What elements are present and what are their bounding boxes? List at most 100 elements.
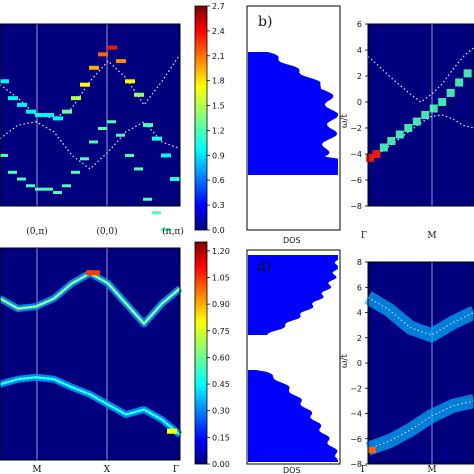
colorbar-top-tick-label: 1.5 bbox=[212, 102, 225, 111]
colorbar-bottom-gradient bbox=[194, 241, 208, 465]
colorbar-top-gradient bbox=[194, 5, 208, 231]
panel-b: b) DOS bbox=[246, 5, 341, 245]
panel-a-xtick-label: (0,0) bbox=[96, 226, 117, 237]
panel-f-ytick-label: 4 bbox=[357, 309, 362, 318]
panel-d-xtick-label: M bbox=[32, 465, 41, 474]
panel-a-peak bbox=[98, 52, 108, 57]
panel-f-yticks: −8 −6 −4 −2 0 2 4 6 8 bbox=[350, 258, 368, 469]
panel-c-xtick-label: M bbox=[427, 231, 436, 241]
panel-f-ytick-label: −2 bbox=[350, 384, 362, 393]
panel-c-xtick-label: Γ bbox=[361, 231, 367, 241]
panel-c-ytick-label: −6 bbox=[350, 176, 362, 185]
panel-a-peak-lower bbox=[98, 126, 107, 130]
panel-c-ytick-label: 6 bbox=[357, 20, 362, 29]
panel-d-hotspot-right bbox=[167, 428, 177, 434]
panel-c-peak bbox=[404, 124, 413, 132]
panel-b-dos-area bbox=[248, 52, 338, 175]
colorbar-top-tick-label: 1.2 bbox=[212, 126, 225, 135]
panel-a-peak bbox=[107, 45, 117, 50]
panel-c-ytick-label: −8 bbox=[350, 202, 362, 211]
panel-c-ylabel: ω/t bbox=[340, 114, 350, 128]
panel-c-peak bbox=[412, 117, 421, 126]
panel-a-peak bbox=[152, 136, 162, 141]
colorbar-bottom-tick-label: 1.05 bbox=[212, 274, 230, 283]
panel-c-ytick-label: 0 bbox=[357, 98, 362, 107]
panel-c-peak bbox=[366, 153, 375, 162]
colorbar-bottom-tick-label: 0.15 bbox=[212, 433, 230, 442]
panel-a-peak-lower bbox=[35, 187, 44, 191]
panel-a-peak-lower bbox=[89, 140, 98, 144]
colorbar-top-tick-label: 2.4 bbox=[212, 27, 225, 36]
panel-a-peak-lower bbox=[8, 170, 17, 174]
panel-d-xtick-label: Γ bbox=[173, 465, 179, 474]
panel-a-xtick-label: (0,π) bbox=[26, 226, 48, 237]
panel-e: d) DOS bbox=[246, 249, 341, 474]
panel-f-xtick-label: Γ bbox=[361, 465, 367, 474]
panel-c-peak bbox=[455, 78, 464, 87]
panel-d-background bbox=[0, 248, 180, 460]
colorbar-top-tick-label: 0.6 bbox=[212, 176, 225, 185]
panel-c-spectral-peaks bbox=[366, 69, 472, 162]
panel-d-frame bbox=[0, 247, 181, 461]
panel-a-peak bbox=[0, 79, 9, 84]
panel-a-peak bbox=[89, 65, 99, 70]
panel-a-peak bbox=[134, 92, 144, 97]
panel-f-ytick-label: −6 bbox=[350, 435, 362, 444]
panel-a-peak bbox=[53, 116, 63, 121]
panel-f-xtick-label: M bbox=[427, 465, 436, 474]
colorbar-top-tick-label: 0.0 bbox=[212, 226, 225, 235]
panel-a-peak bbox=[62, 109, 72, 114]
panel-d-upper-band-dots bbox=[0, 272, 181, 325]
panel-c-peak bbox=[395, 130, 404, 139]
panel-a-peak-lower bbox=[107, 120, 116, 124]
panel-a-peak-lower bbox=[0, 153, 8, 157]
panel-a-peak bbox=[143, 123, 153, 128]
panel-a-peak-lower bbox=[80, 157, 89, 161]
panel-f-hotspot bbox=[368, 447, 376, 454]
panel-c-ytick-label: 2 bbox=[357, 72, 362, 81]
panel-a-peak bbox=[80, 82, 90, 87]
colorbar-bottom-tick-label: 1.20 bbox=[212, 247, 230, 256]
panel-a-peak bbox=[161, 153, 171, 158]
colorbar-bottom-tick-label: 0.90 bbox=[212, 300, 230, 309]
panel-f-ytick-label: −4 bbox=[350, 410, 362, 419]
panel-c-dotted-upper bbox=[367, 46, 474, 103]
colorbar-top: 0.0 0.3 0.6 0.9 1.2 1.5 1.8 2.1 2.4 2.7 bbox=[194, 2, 225, 235]
panel-c-yticks: −8 −6 −4 −2 0 2 4 6 bbox=[350, 20, 368, 211]
colorbar-top-tick-label: 0.3 bbox=[212, 201, 225, 210]
colorbar-top-tick-label: 2.1 bbox=[212, 52, 225, 61]
panel-f-upper-dots bbox=[367, 296, 474, 336]
panel-a-xticks: (0,π) (0,0) (π,π) bbox=[26, 226, 184, 237]
panel-f-ytick-label: 8 bbox=[357, 258, 362, 267]
panel-a-dispersion-lines bbox=[0, 54, 181, 170]
panel-c-frame bbox=[367, 23, 474, 207]
panel-a-peak-lower bbox=[125, 153, 134, 157]
panel-a-peak-lower bbox=[116, 133, 125, 137]
panel-f-ytick-label: −8 bbox=[350, 460, 362, 469]
panel-d-xtick-label: X bbox=[104, 465, 111, 474]
colorbar-bottom-ticks: 0.00 0.15 0.30 0.45 0.60 0.75 0.90 1.05 1.20 bbox=[207, 247, 230, 469]
panel-a-spectral-peaks bbox=[0, 45, 180, 255]
colorbar-top-tick-label: 0.9 bbox=[212, 151, 225, 160]
panel-a-peak-lower bbox=[134, 167, 143, 171]
panel-a-peak-lower bbox=[161, 228, 170, 232]
panel-e-dos-area bbox=[248, 255, 338, 462]
panel-c-ytick-label: 4 bbox=[357, 46, 362, 55]
colorbar-bottom-tick-label: 0.75 bbox=[212, 327, 230, 336]
panel-a-peak-lower bbox=[17, 177, 26, 181]
panel-c-ytick-label: −2 bbox=[350, 124, 362, 133]
panel-f-background bbox=[368, 262, 474, 464]
panel-a-peak-lower bbox=[26, 184, 35, 188]
panel-f-ytick-label: 2 bbox=[357, 334, 362, 343]
panel-c-background bbox=[368, 24, 474, 206]
colorbar-bottom-tick-label: 0.00 bbox=[212, 460, 230, 469]
panel-a-peak bbox=[17, 102, 27, 107]
panel-e-label: d) bbox=[257, 259, 271, 275]
panel-a-frame bbox=[0, 23, 181, 207]
panel-c-peak bbox=[438, 98, 447, 106]
